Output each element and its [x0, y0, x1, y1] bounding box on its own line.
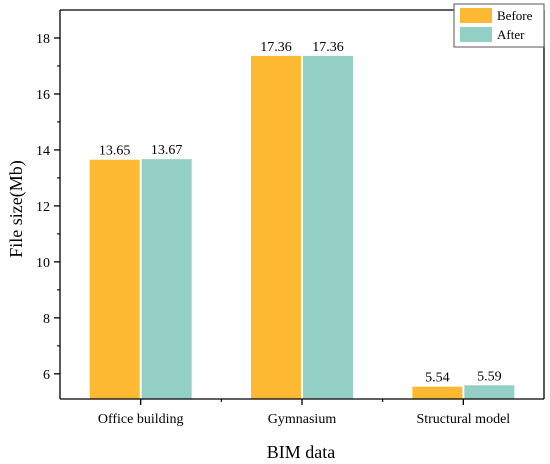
x-tick-label: Office building — [98, 412, 184, 427]
value-label-after-1: 17.36 — [312, 40, 344, 55]
y-tick-label: 16 — [36, 88, 50, 103]
y-tick-label: 12 — [36, 200, 50, 215]
value-label-before-2: 5.54 — [425, 371, 450, 386]
bar-before-0 — [89, 159, 140, 399]
y-tick-label: 8 — [43, 312, 50, 327]
x-axis-title: BIM data — [267, 442, 335, 462]
y-tick-label: 10 — [36, 256, 50, 271]
bar-after-1 — [303, 55, 353, 400]
x-ticks-layer: Office building Gymnasium Structural model — [98, 399, 510, 427]
bar-after-0 — [141, 159, 192, 399]
value-labels-layer: 13.65 13.67 17.36 17.36 5.54 5.59 — [99, 40, 502, 386]
x-tick-label: Gymnasium — [268, 412, 337, 427]
y-ticks-layer: 6 8 10 12 14 16 18 — [36, 32, 60, 383]
value-label-after-2: 5.59 — [477, 369, 502, 384]
legend: Before After — [453, 3, 545, 48]
value-label-before-0: 13.65 — [99, 144, 131, 159]
y-tick-label: 18 — [36, 32, 50, 47]
y-tick-label: 14 — [36, 144, 50, 159]
y-axis-title: File size(Mb) — [6, 160, 27, 257]
x-tick-label: Structural model — [416, 412, 510, 427]
bar-before-2 — [412, 386, 463, 399]
legend-label-after: After — [497, 27, 525, 42]
bar-after-2 — [464, 385, 515, 399]
value-label-before-1: 17.36 — [260, 40, 292, 55]
y-tick-label: 6 — [43, 368, 50, 383]
bar-before-1 — [251, 55, 301, 400]
legend-swatch-before — [460, 8, 492, 23]
value-label-after-0: 13.67 — [151, 143, 183, 158]
legend-label-before: Before — [497, 8, 533, 23]
bars-layer — [89, 55, 515, 400]
legend-swatch-after — [460, 27, 492, 42]
